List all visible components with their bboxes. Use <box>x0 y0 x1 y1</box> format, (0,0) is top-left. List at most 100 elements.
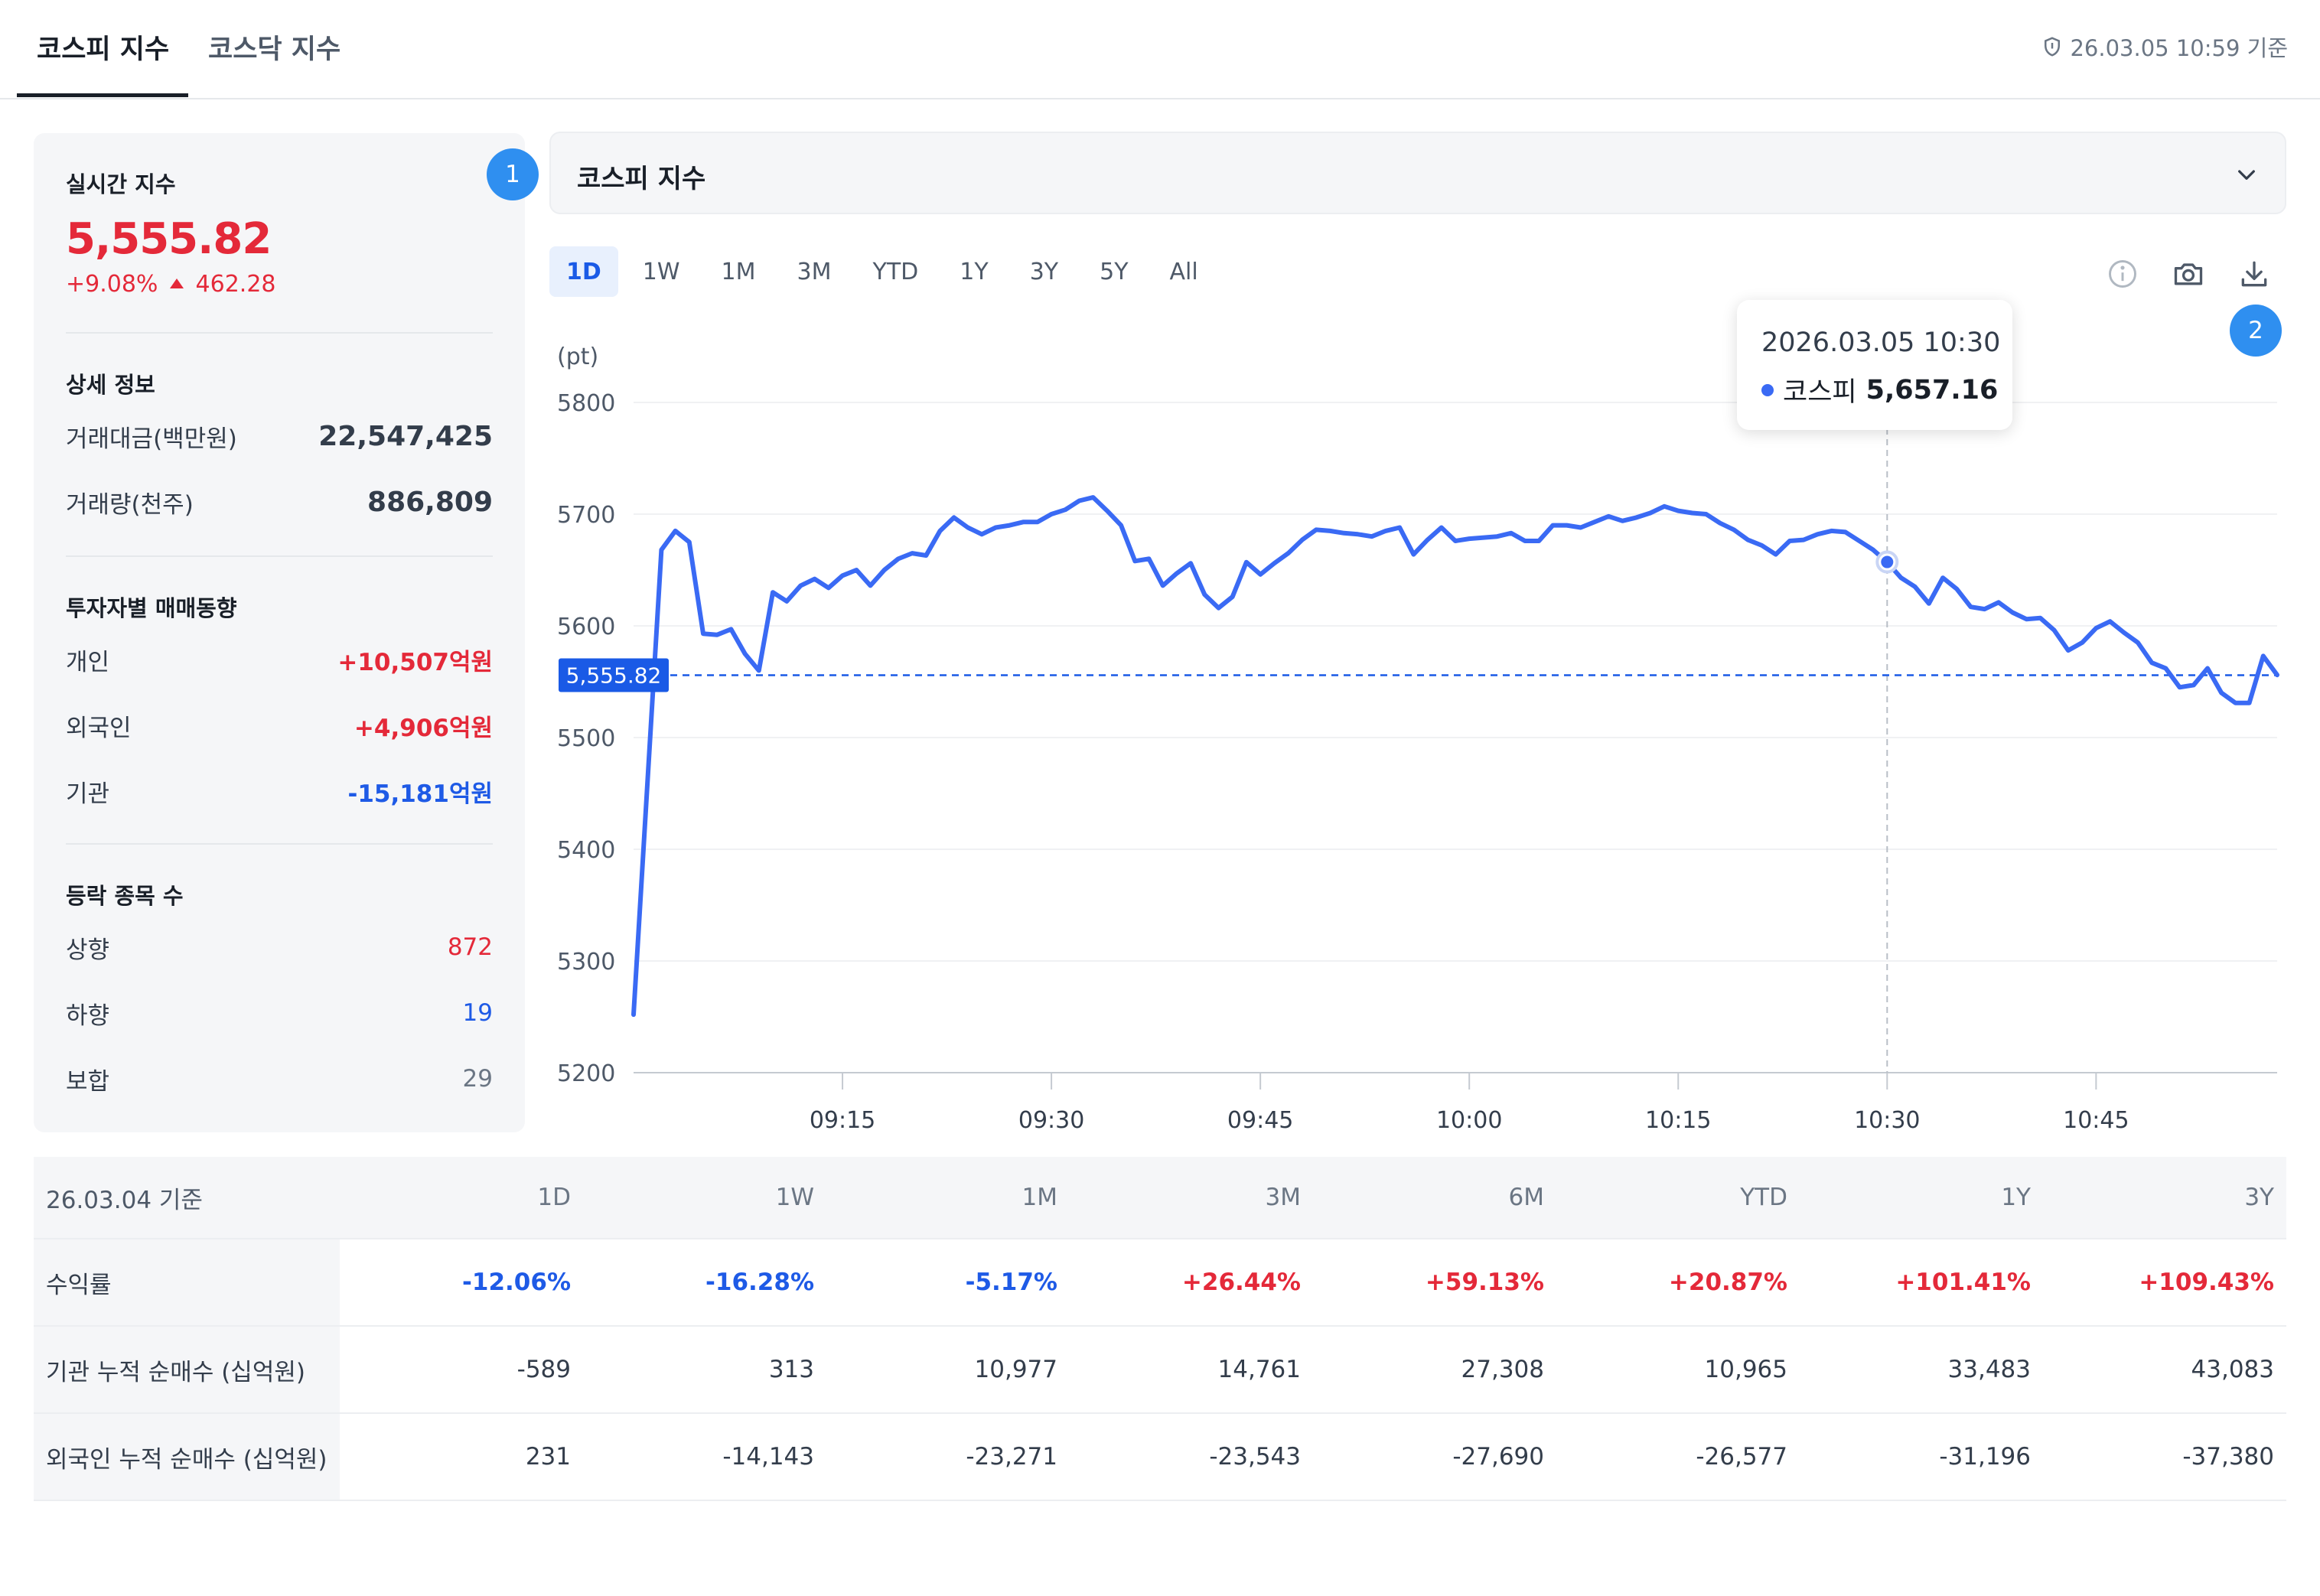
table-column-header: 1W <box>775 1184 814 1211</box>
chart-svg: (pt) 5200 5300 5400 5500 5600 5700 5800 09:15 09:… <box>557 344 2279 1134</box>
table-cell: -37,380 <box>2182 1443 2274 1471</box>
triangle-up-icon <box>170 278 184 288</box>
shield-icon <box>2045 37 2061 57</box>
table-cell: 43,083 <box>2191 1356 2274 1383</box>
investor-name: 기관 <box>66 780 110 808</box>
chevron-down-icon <box>2238 170 2255 180</box>
current-value-box <box>559 658 669 692</box>
period-5y[interactable]: 5Y <box>1100 258 1129 285</box>
volume-row: 거래량(천주) 886,809 <box>66 484 493 520</box>
y-tick-label: 5300 <box>557 949 615 976</box>
annotation-badge-2: 2 <box>2230 305 2282 357</box>
investor-value: +10,507억원 <box>337 648 493 676</box>
investor-row-institution: 기관 -15,181억원 <box>66 773 493 809</box>
table-row: 외국인 누적 순매수 (십억원) 231 -14,143 -23,271 -23,543… <box>34 1414 2286 1501</box>
breadth-row-down: 하향 19 <box>66 995 493 1031</box>
x-tick-label: 09:30 <box>1018 1107 1084 1134</box>
table-cell: -589 <box>516 1356 571 1383</box>
table-row: 기관 누적 순매수 (십억원) -589 313 10,977 14,761 27,308… <box>34 1327 2286 1414</box>
tab-kosdaq[interactable]: 코스닥 지수 <box>208 34 341 65</box>
y-axis-unit: (pt) <box>557 344 598 370</box>
divider <box>66 843 493 845</box>
table-cell: -16.28% <box>705 1269 814 1296</box>
investor-label: 투자자별 매매동향 <box>66 595 237 621</box>
details-label: 상세 정보 <box>66 372 155 398</box>
realtime-label: 실시간 지수 <box>66 171 176 197</box>
table-column-header: 1Y <box>2001 1184 2031 1211</box>
table-header-row: 26.03.04 기준 1D 1W 1M 3M 6M YTD 1Y 3Y <box>34 1157 2286 1239</box>
current-value-label: 5,555.82 <box>566 663 662 689</box>
table-row-label: 기관 누적 순매수 (십억원) <box>34 1327 340 1412</box>
investor-value: +4,906억원 <box>354 714 493 742</box>
table-cell: +59.13% <box>1425 1269 1544 1296</box>
table-cell: -23,271 <box>966 1443 1057 1471</box>
table-cell: -5.17% <box>965 1269 1057 1296</box>
x-tick-label: 09:45 <box>1227 1107 1293 1134</box>
change-percent: +9.08% <box>66 271 158 298</box>
table-column-header: 3M <box>1265 1184 1301 1211</box>
period-3y[interactable]: 3Y <box>1029 258 1059 285</box>
table-cell: -27,690 <box>1452 1443 1544 1471</box>
tooltip-value-row: 코스피 5,657.16 <box>1761 370 1998 409</box>
table-cell: 27,308 <box>1461 1356 1544 1383</box>
period-3m[interactable]: 3M <box>797 258 832 285</box>
table-cell: 10,977 <box>974 1356 1057 1383</box>
table-column-header: 1D <box>537 1184 571 1211</box>
tab-kospi[interactable]: 코스피 지수 <box>37 34 170 65</box>
chart-tooltip: 2026.03.05 10:30 코스피 5,657.16 <box>1737 300 2012 430</box>
divider <box>66 332 493 334</box>
table-cell: 10,965 <box>1704 1356 1787 1383</box>
period-all[interactable]: All <box>1169 258 1198 285</box>
table-cell: 313 <box>768 1356 814 1383</box>
camera-icon[interactable] <box>2172 257 2205 291</box>
index-select-label: 코스피 지수 <box>577 164 706 194</box>
x-tick-label: 09:15 <box>810 1107 875 1134</box>
tooltip-value: 5,657.16 <box>1865 374 1999 406</box>
table-cell: -26,577 <box>1696 1443 1787 1471</box>
period-1y[interactable]: 1Y <box>960 258 989 285</box>
period-ytd[interactable]: YTD <box>872 258 919 285</box>
info-icon[interactable] <box>2106 257 2139 291</box>
breadth-name: 보합 <box>66 1067 110 1096</box>
y-tick-label: 5800 <box>557 390 615 417</box>
investor-name: 외국인 <box>66 714 132 742</box>
highlight-point <box>1881 555 1894 568</box>
x-tick-label: 10:00 <box>1436 1107 1502 1134</box>
active-tab-indicator <box>17 93 188 97</box>
tooltip-datetime: 2026.03.05 10:30 <box>1761 327 2001 358</box>
divider <box>66 555 493 557</box>
period-1d[interactable]: 1D <box>549 246 618 297</box>
volume-label: 거래량(천주) <box>66 490 194 519</box>
table-column-header: 3Y <box>2244 1184 2274 1211</box>
index-select[interactable]: 코스피 지수 <box>549 132 2286 214</box>
trade-amount-label: 거래대금(백만원) <box>66 425 237 453</box>
period-1m[interactable]: 1M <box>721 258 756 285</box>
index-value: 5,555.82 <box>66 214 272 264</box>
x-tick-label: 10:15 <box>1645 1107 1711 1134</box>
investor-row-individual: 개인 +10,507억원 <box>66 641 493 678</box>
table-cell: -12.06% <box>462 1269 571 1296</box>
table-column-header: YTD <box>1740 1184 1787 1211</box>
update-timestamp: 26.03.05 10:59 기준 <box>2041 31 2288 63</box>
y-tick-label: 5200 <box>557 1060 615 1087</box>
y-tick-label: 5700 <box>557 502 615 529</box>
table-cell: +109.43% <box>2139 1269 2274 1296</box>
download-icon[interactable] <box>2237 257 2271 291</box>
trade-amount-row: 거래대금(백만원) 22,547,425 <box>66 418 493 454</box>
breadth-name: 하향 <box>66 1002 110 1030</box>
table-cell: +101.41% <box>1895 1269 2031 1296</box>
volume-value: 886,809 <box>367 486 493 518</box>
trade-amount-value: 22,547,425 <box>318 420 493 452</box>
y-tick-label: 5600 <box>557 614 615 640</box>
index-chart[interactable]: (pt) 5200 5300 5400 5500 5600 5700 5800 09:15 09:… <box>549 337 2286 1148</box>
table-row-label: 수익률 <box>34 1239 340 1325</box>
breadth-value: 19 <box>462 999 493 1027</box>
table-cell: +26.44% <box>1181 1269 1301 1296</box>
table-cell: 14,761 <box>1217 1356 1301 1383</box>
investor-name: 개인 <box>66 648 110 676</box>
y-tick-label: 5500 <box>557 725 615 752</box>
table-cell: -31,196 <box>1939 1443 2031 1471</box>
period-selector: 1D 1W 1M 3M YTD 1Y 3Y 5Y All <box>549 246 1223 297</box>
period-1w[interactable]: 1W <box>642 258 680 285</box>
breadth-label: 등락 종목 수 <box>66 883 184 909</box>
